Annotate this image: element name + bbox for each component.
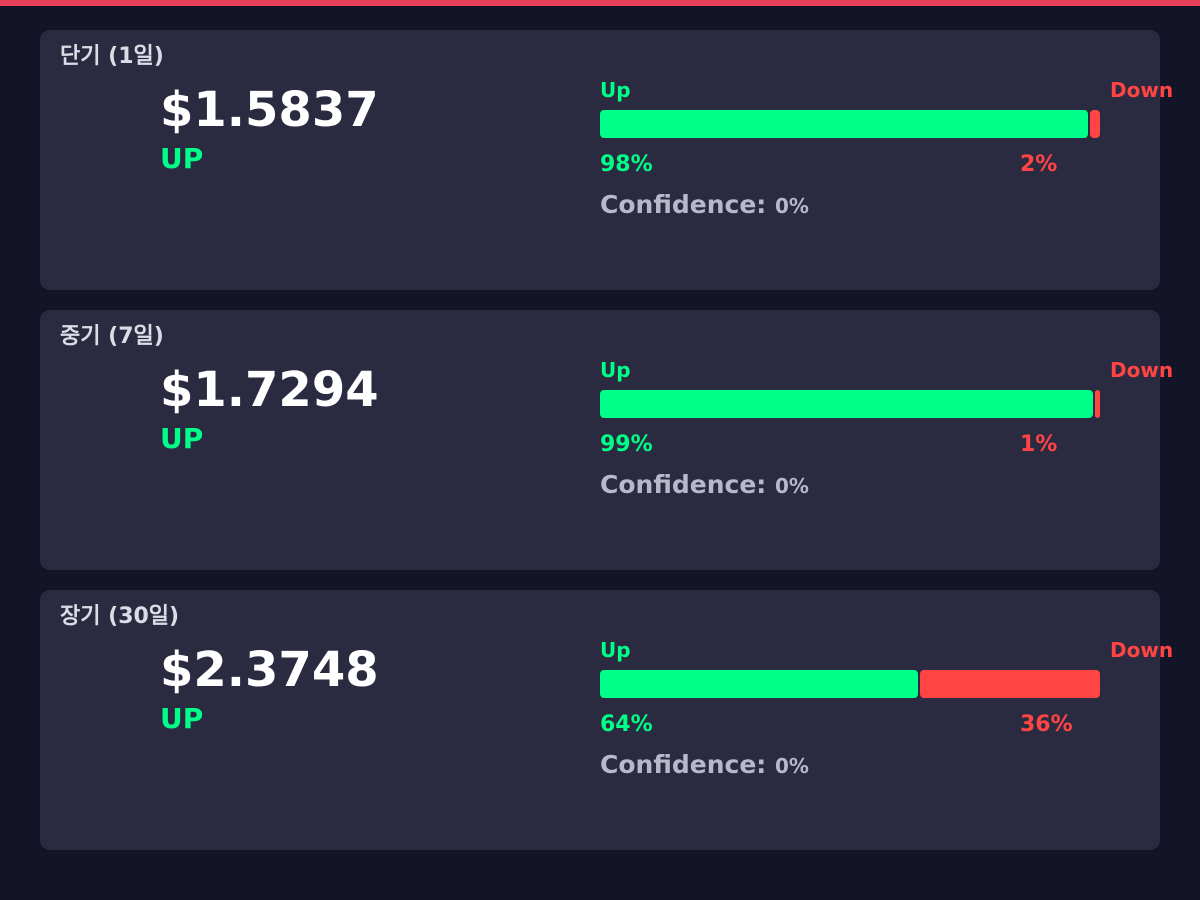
up-bar [600, 670, 918, 698]
down-label: Down [1110, 78, 1174, 102]
down-bar [1095, 390, 1100, 418]
up-label: Up [600, 638, 631, 662]
confidence-value: 0% [775, 474, 809, 498]
confidence: Confidence: 0% [600, 750, 809, 779]
confidence-value: 0% [775, 754, 809, 778]
direction: UP [160, 702, 204, 735]
prediction-card: 중기 (7일) $1.7294 UP Up Down 99% 1% Confidence: 0… [40, 310, 1173, 570]
confidence-label: Confidence: [600, 190, 767, 219]
top-accent-bar [0, 0, 1200, 6]
direction: UP [160, 142, 204, 175]
card-title: 장기 (30일) [60, 604, 180, 629]
price: $2.3748 [160, 642, 379, 698]
confidence-label: Confidence: [600, 750, 767, 779]
down-percent: 2% [1020, 152, 1058, 177]
up-percent: 98% [600, 152, 653, 177]
prediction-card: 장기 (30일) $2.3748 UP Up Down 64% 36% Confidence:… [40, 590, 1173, 850]
up-bar [600, 110, 1088, 138]
down-bar [920, 670, 1100, 698]
card-title: 단기 (1일) [60, 44, 164, 69]
down-label: Down [1110, 638, 1174, 662]
down-bar [1090, 110, 1100, 138]
confidence: Confidence: 0% [600, 190, 809, 219]
confidence-label: Confidence: [600, 470, 767, 499]
card-title: 중기 (7일) [60, 324, 164, 349]
down-label: Down [1110, 358, 1174, 382]
up-label: Up [600, 358, 631, 382]
down-percent: 1% [1020, 432, 1058, 457]
price: $1.5837 [160, 82, 379, 138]
confidence: Confidence: 0% [600, 470, 809, 499]
up-percent: 99% [600, 432, 653, 457]
price: $1.7294 [160, 362, 379, 418]
up-label: Up [600, 78, 631, 102]
confidence-value: 0% [775, 194, 809, 218]
up-bar [600, 390, 1093, 418]
prediction-card: 단기 (1일) $1.5837 UP Up Down 98% 2% Confidence: 0… [40, 30, 1173, 290]
direction: UP [160, 422, 204, 455]
down-percent: 36% [1020, 712, 1073, 737]
up-percent: 64% [600, 712, 653, 737]
